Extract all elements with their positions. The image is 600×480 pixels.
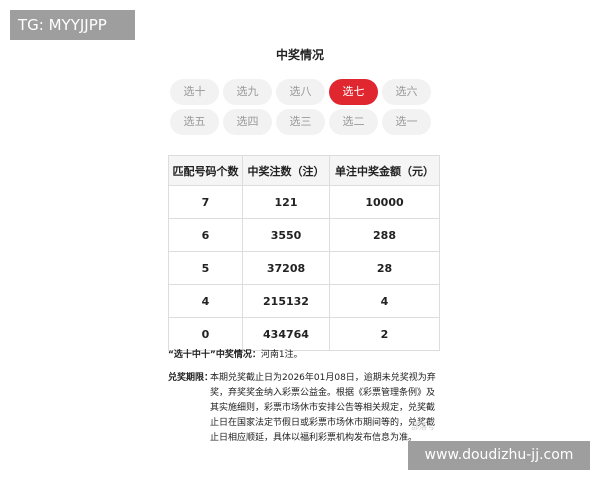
overlay-url: www.doudizhu-jj.com — [408, 441, 590, 470]
table-cell: 4 — [329, 284, 440, 318]
tab-button[interactable]: 选三 — [276, 109, 325, 135]
table-row: 4 215132 4 — [168, 284, 440, 318]
special-note: “选十中十”中奖情况：河南1注。 — [168, 348, 303, 363]
special-label: “选十中十”中奖情况： — [168, 350, 261, 360]
section-title: 中奖情况 — [275, 48, 324, 62]
table-cell: 6 — [168, 218, 243, 252]
tab-button[interactable]: 选四 — [223, 109, 272, 135]
table-row: 5 37208 28 — [168, 251, 440, 285]
prize-table: 匹配号码个数 中奖注数（注） 单注中奖金额（元） 7 121 10000 6 3550 288 5… — [168, 155, 440, 351]
tab-button[interactable]: 选八 — [276, 79, 325, 105]
table-cell: 3550 — [242, 218, 330, 252]
deadline-text: 本期兑奖截止日为2026年01月08日，逾期未兑奖视为弃 奖，弃奖奖金纳入彩票公益… — [210, 371, 440, 446]
column-header: 中奖注数（注） — [242, 155, 330, 186]
table-header: 匹配号码个数 中奖注数（注） 单注中奖金额（元） — [168, 155, 440, 186]
table-cell: 5 — [168, 251, 243, 285]
text-line: 止日在国家法定节假日或彩票市场休市期间等的，兑奖截 — [210, 418, 436, 428]
table-cell: 434764 — [242, 317, 330, 351]
deadline-label: 兑奖期限： — [168, 373, 214, 383]
table-row: 6 3550 288 — [168, 218, 440, 252]
overlay-label: TG: MYYJJPP — [10, 10, 135, 40]
text-line: 其实施细则，彩票市场休市安排公告等相关规定，兑奖截 — [210, 403, 436, 413]
table-row: 7 121 10000 — [168, 185, 440, 219]
table-cell: 4 — [168, 284, 243, 318]
table-cell: 121 — [242, 185, 330, 219]
tab-button[interactable]: 选二 — [329, 109, 378, 135]
special-text: 河南1注。 — [260, 350, 303, 360]
text-line: 本期兑奖截止日为2026年01月08日，逾期未兑奖视为弃 — [210, 373, 436, 383]
text-line: 止日相应顺延，具体以福利彩票机构发布信息为准。 — [210, 433, 418, 443]
tab-button[interactable]: 选五 — [170, 109, 219, 135]
table-row: 0 434764 2 — [168, 317, 440, 351]
table-cell: 0 — [168, 317, 243, 351]
table-cell: 10000 — [329, 185, 440, 219]
table-cell: 28 — [329, 251, 440, 285]
text-line: 奖，弃奖奖金纳入彩票公益金。根据《彩票管理条例》及 — [210, 388, 436, 398]
table-cell: 2 — [329, 317, 440, 351]
table-cell: 215132 — [242, 284, 330, 318]
tab-button[interactable]: 选九 — [223, 79, 272, 105]
tab-button[interactable]: 选一 — [382, 109, 431, 135]
column-header: 匹配号码个数 — [168, 155, 243, 186]
table-cell: 288 — [329, 218, 440, 252]
table-cell: 37208 — [242, 251, 330, 285]
watermark: 部落号 — [411, 422, 435, 431]
table-cell: 7 — [168, 185, 243, 219]
tab-button[interactable]: 选六 — [382, 79, 431, 105]
tab-button[interactable]: 选十 — [170, 79, 219, 105]
column-header: 单注中奖金额（元） — [329, 155, 440, 186]
tab-button[interactable]: 选七 — [329, 79, 378, 105]
